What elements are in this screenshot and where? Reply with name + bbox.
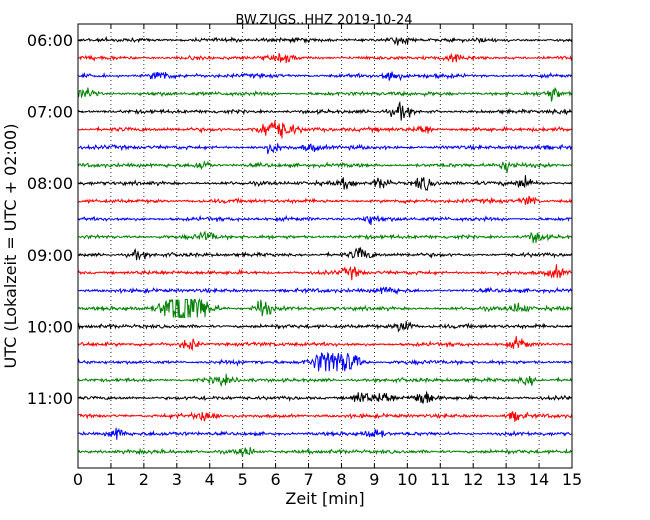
chart-title: BW.ZUGS..HHZ 2019-10-24 [235,13,412,28]
trace-0945 [77,298,573,318]
trace-0815 [77,195,573,205]
x-tick-label: 5 [238,470,248,489]
trace-0615 [77,52,573,63]
plot-frame [77,23,573,469]
y-axis-label: UTC (Lokalzeit = UTC + 02:00) [1,124,20,369]
trace-0645 [77,87,573,102]
trace-0830 [77,214,573,226]
trace-0745 [77,160,573,174]
y-tick-label: 06:00 [27,31,73,50]
x-tick-label: 4 [205,470,215,489]
trace-1145 [77,447,573,457]
x-tick-label: 7 [303,470,313,489]
trace-0800 [77,175,573,191]
x-tick-label: 3 [172,470,182,489]
y-tick-label: 09:00 [27,246,73,265]
trace-0600 [77,35,573,46]
trace-1015 [77,335,573,351]
vertical-gridlines [110,24,540,468]
x-tick-label: 13 [496,470,516,489]
y-tick-label: 11:00 [27,389,73,408]
trace-0915 [77,264,573,281]
x-tick-label: 0 [73,470,83,489]
x-tick-label: 2 [139,470,149,489]
x-tick-label: 8 [336,470,346,489]
trace-1030 [77,351,573,372]
trace-0930 [77,286,573,296]
y-tick-label: 10:00 [27,317,73,336]
trace-0715 [77,120,573,139]
trace-0730 [77,143,573,155]
x-axis-ticks: 0 1 2 3 4 5 6 7 8 9 10 11 12 13 14 15 [73,24,582,489]
trace-0630 [77,71,573,82]
trace-1000 [77,320,573,333]
y-tick-label: 07:00 [27,103,73,122]
trace-0700 [77,100,573,121]
x-tick-label: 6 [271,470,281,489]
x-axis-label: Zeit [min] [285,489,364,508]
x-tick-label: 11 [430,470,450,489]
x-tick-label: 15 [562,470,582,489]
trace-0900 [77,247,573,261]
x-tick-label: 10 [397,470,417,489]
seismic-traces [77,35,573,457]
x-tick-label: 1 [106,470,116,489]
y-tick-label: 08:00 [27,174,73,193]
trace-1045 [77,373,573,388]
x-tick-label: 9 [369,470,379,489]
trace-1115 [77,410,573,422]
x-tick-label: 12 [463,470,483,489]
y-axis-ticks: 06:00 07:00 08:00 09:00 10:00 11:00 [27,31,572,408]
trace-1100 [77,391,573,404]
trace-0845 [78,230,573,244]
x-tick-label: 14 [529,470,549,489]
trace-1130 [77,427,573,440]
